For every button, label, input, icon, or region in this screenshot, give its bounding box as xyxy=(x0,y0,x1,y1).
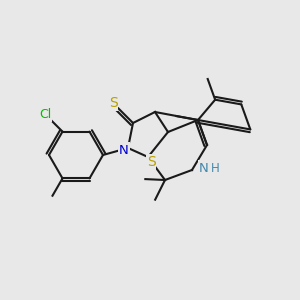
Text: H: H xyxy=(211,163,219,176)
Text: S: S xyxy=(109,96,117,110)
Text: Cl: Cl xyxy=(39,108,51,121)
Text: S: S xyxy=(147,155,155,169)
Text: N: N xyxy=(119,143,129,157)
Text: N: N xyxy=(199,161,209,175)
